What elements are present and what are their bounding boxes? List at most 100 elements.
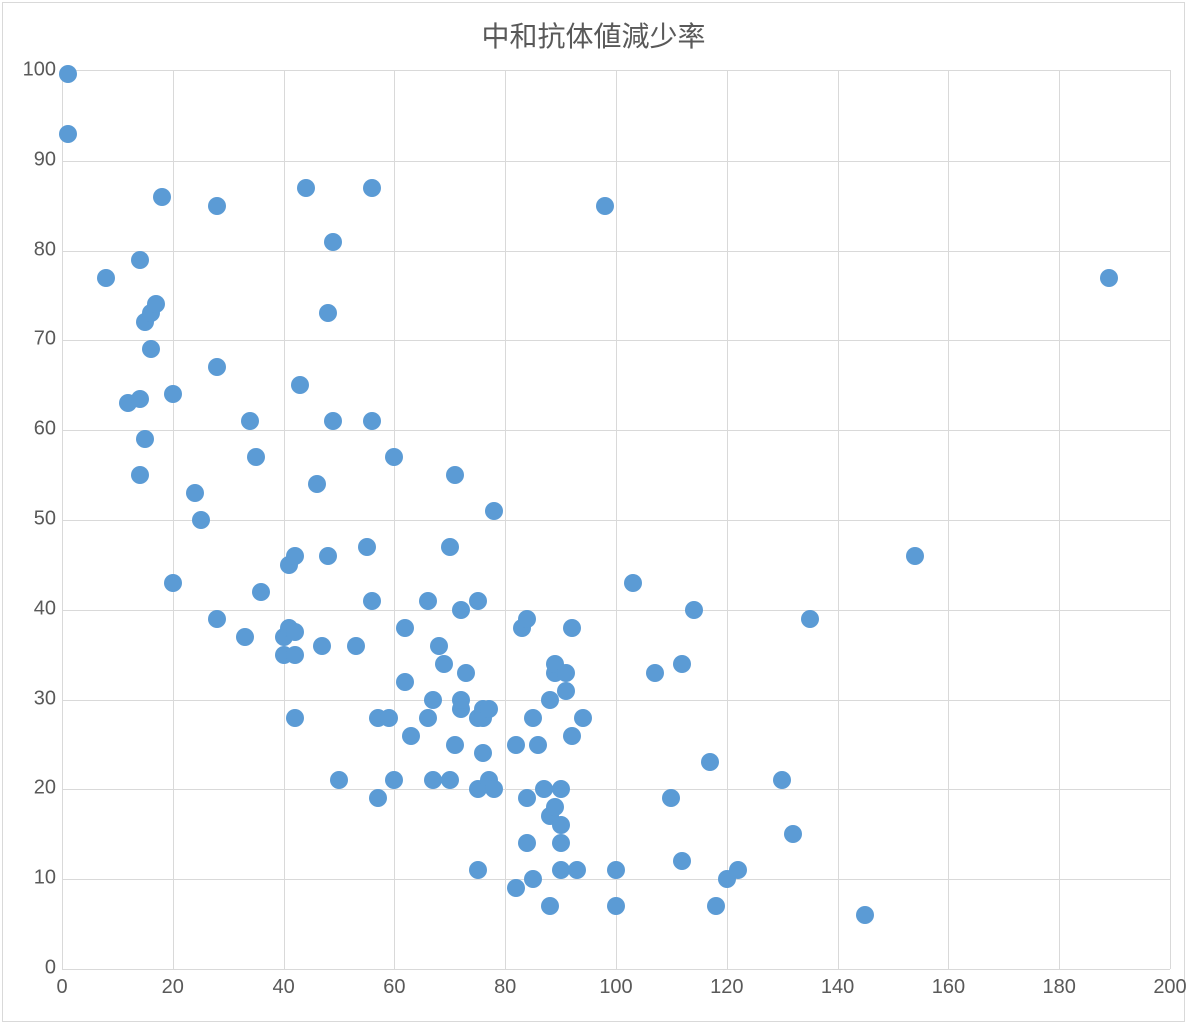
x-tick-label: 40 (272, 976, 294, 999)
y-tick-label: 0 (12, 957, 56, 980)
scatter-marker (524, 870, 542, 888)
scatter-marker (286, 709, 304, 727)
scatter-marker (518, 834, 536, 852)
scatter-marker (419, 592, 437, 610)
scatter-marker (358, 538, 376, 556)
scatter-marker (518, 789, 536, 807)
scatter-marker (424, 771, 442, 789)
scatter-marker (153, 188, 171, 206)
scatter-marker (330, 771, 348, 789)
scatter-marker (784, 825, 802, 843)
scatter-marker (131, 251, 149, 269)
y-tick-label: 10 (12, 867, 56, 890)
x-tick-label: 200 (1153, 976, 1186, 999)
scatter-marker (856, 906, 874, 924)
scatter-marker (624, 574, 642, 592)
scatter-marker (563, 727, 581, 745)
scatter-marker (147, 295, 165, 313)
y-tick-label: 50 (12, 508, 56, 531)
scatter-marker (396, 673, 414, 691)
scatter-marker (308, 475, 326, 493)
scatter-marker (319, 304, 337, 322)
gridline-horizontal (62, 520, 1170, 521)
scatter-marker (324, 233, 342, 251)
scatter-marker (729, 861, 747, 879)
scatter-marker (552, 780, 570, 798)
scatter-marker (906, 547, 924, 565)
x-tick-label: 140 (821, 976, 854, 999)
gridline-horizontal (62, 789, 1170, 790)
scatter-marker (563, 619, 581, 637)
scatter-marker (192, 511, 210, 529)
scatter-marker (136, 430, 154, 448)
scatter-marker (546, 798, 564, 816)
scatter-marker (252, 583, 270, 601)
x-tick-label: 120 (710, 976, 743, 999)
scatter-marker (469, 592, 487, 610)
scatter-marker (801, 610, 819, 628)
scatter-marker (529, 736, 547, 754)
scatter-marker (646, 664, 664, 682)
scatter-marker (363, 179, 381, 197)
x-tick-label: 20 (162, 976, 184, 999)
scatter-marker (469, 861, 487, 879)
y-tick-label: 30 (12, 687, 56, 710)
x-tick-label: 60 (383, 976, 405, 999)
gridline-horizontal (62, 251, 1170, 252)
scatter-marker (186, 484, 204, 502)
scatter-marker (286, 623, 304, 641)
scatter-marker (480, 700, 498, 718)
scatter-marker (131, 466, 149, 484)
scatter-marker (441, 538, 459, 556)
scatter-marker (236, 628, 254, 646)
scatter-marker (424, 691, 442, 709)
scatter-marker (673, 852, 691, 870)
y-tick-label: 20 (12, 777, 56, 800)
scatter-marker (208, 197, 226, 215)
scatter-marker (607, 897, 625, 915)
scatter-marker (59, 125, 77, 143)
scatter-marker (430, 637, 448, 655)
x-axis-line (62, 969, 1170, 970)
scatter-marker (347, 637, 365, 655)
scatter-marker (507, 736, 525, 754)
x-tick-label: 160 (932, 976, 965, 999)
scatter-marker (541, 897, 559, 915)
scatter-marker (474, 744, 492, 762)
gridline-horizontal (62, 430, 1170, 431)
scatter-marker (524, 709, 542, 727)
scatter-marker (518, 610, 536, 628)
scatter-marker (297, 179, 315, 197)
scatter-marker (596, 197, 614, 215)
x-tick-label: 80 (494, 976, 516, 999)
scatter-marker (541, 691, 559, 709)
scatter-marker (419, 709, 437, 727)
scatter-marker (446, 736, 464, 754)
scatter-marker (319, 547, 337, 565)
scatter-marker (97, 269, 115, 287)
y-tick-label: 100 (12, 59, 56, 82)
scatter-marker (574, 709, 592, 727)
y-tick-label: 40 (12, 597, 56, 620)
scatter-marker (142, 340, 160, 358)
scatter-marker (485, 780, 503, 798)
scatter-marker (685, 601, 703, 619)
scatter-marker (557, 682, 575, 700)
scatter-marker (164, 574, 182, 592)
scatter-marker (446, 466, 464, 484)
scatter-marker (241, 412, 259, 430)
scatter-marker (552, 861, 570, 879)
plot-area (62, 70, 1171, 969)
gridline-horizontal (62, 610, 1170, 611)
scatter-marker (457, 664, 475, 682)
scatter-marker (247, 448, 265, 466)
scatter-marker (363, 412, 381, 430)
scatter-marker (707, 897, 725, 915)
scatter-marker (208, 358, 226, 376)
y-tick-label: 90 (12, 148, 56, 171)
gridline-horizontal (62, 340, 1170, 341)
scatter-marker (1100, 269, 1118, 287)
scatter-marker (535, 780, 553, 798)
scatter-marker (568, 861, 586, 879)
x-tick-label: 180 (1043, 976, 1076, 999)
